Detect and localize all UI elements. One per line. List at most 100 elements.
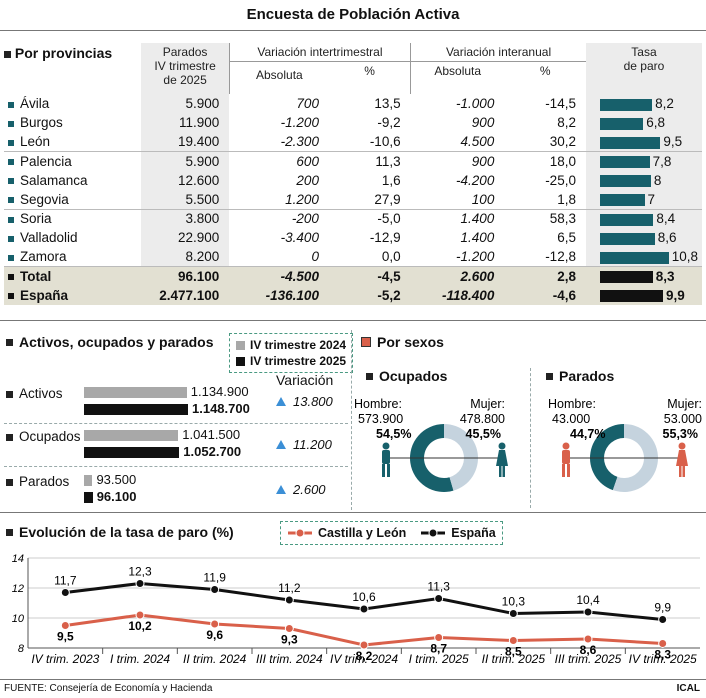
row-tasa: 8,6 [585,228,702,248]
data-point [60,588,70,597]
provincias-table: Por provincias Parados IV trimestre de 2… [4,43,702,306]
row-marker [8,197,14,204]
row-parados: 22.900 [141,228,230,248]
row-name: Burgos [4,113,141,132]
row-abs-t-text: 1.200 [285,191,319,207]
row-name: Palencia [4,151,142,171]
row-pct-a-text: 8,2 [557,115,576,131]
tasa-bar [599,290,663,303]
data-point [434,633,444,642]
data-point [284,595,294,605]
data-label: 10,4 [576,593,600,607]
activos-bar-v2024 [84,475,93,486]
row-pct-t: -5,2 [328,285,411,306]
activos-value-v2025: 1.148.700 [192,401,250,416]
province-row: León 19.400 -2.300 -10,6 4.500 30,2 9,5 [4,132,702,152]
mujer-label: Mujer: [470,397,505,411]
row-abs-a-text: -4.200 [456,172,495,188]
row-parados-text: 5.900 [185,153,220,169]
donut-slice-mujer [612,424,658,492]
tasa-label: 8,3 [655,269,675,285]
legend-item-espana: España [420,525,496,541]
activos-row-label: Ocupados [6,429,81,444]
row-name-text: España [20,287,69,303]
row-abs-a: 900 [410,151,505,171]
mujer-value: 478.800 [460,412,505,426]
woman-icon [498,442,506,450]
row-name-text: Ávila [20,96,50,112]
divider [351,330,352,510]
row-pct-a: 8,2 [504,113,586,132]
row-abs-a-text: -1.000 [456,96,495,112]
row-pct-a-text: -12,8 [545,249,576,265]
hombre-value: 43.000 [552,412,590,426]
x-tick-label: I trim. 2025 [409,652,469,666]
row-tasa: 8,2 [585,94,702,114]
row-abs-t: 200 [229,171,329,190]
total-row: España 2.477.100 -136.100 -5,2 -118.400 -4,6 9… [4,285,702,306]
row-tasa: 10,8 [585,247,702,267]
divider [4,466,348,467]
x-tick-label: III trim. 2025 [555,652,622,666]
row-parados-text: 3.800 [185,211,220,227]
row-pct-t-text: 27,9 [374,191,401,207]
row-marker [8,101,14,108]
row-pct-t: 11,3 [328,151,411,171]
row-pct-a-text: 18,0 [549,153,576,169]
hombre-value: 573.900 [358,412,403,426]
woman-icon [676,450,688,466]
activos-bar-v2024 [84,430,179,441]
row-pct-t: 1,6 [329,171,411,190]
activos-value-v2025: 1.052.700 [183,444,242,459]
evolucion-legend: Castilla y León España [280,521,503,545]
data-label: 8,5 [505,645,522,659]
header-var-anual: Variación interanual [410,43,586,62]
row-abs-t-text: 200 [296,172,319,188]
data-point [60,621,70,630]
row-pct-a-text: -14,5 [545,96,576,112]
row-name: Zamora [4,248,141,267]
row-abs-a: 900 [411,113,505,132]
row-pct-t-text: -9,2 [377,115,401,131]
data-point [508,636,518,645]
x-tick-label: IV trim. 2023 [31,652,99,666]
row-parados-text: 19.400 [177,134,220,150]
province-row: Palencia 5.900 600 11,3 900 18,0 7,8 [4,151,702,171]
province-row: Valladolid 22.900 -3.400 -12,9 1.400 6,5 8,6 [4,228,702,248]
row-abs-t: -1.200 [229,113,329,132]
man-icon [382,442,390,450]
row-name-text: Palencia [20,153,72,169]
header-var-inter: Variación intertrimestral [228,43,411,62]
mujer-label: Mujer: [667,397,702,411]
tasa-bar [599,175,651,188]
activos-bar-v2025 [84,404,188,415]
tasa-bar [599,117,644,130]
row-tasa: 8,3 [585,266,702,286]
data-label: 10,2 [128,619,152,633]
tasa-bar [599,194,645,207]
row-abs-t-text: -200 [291,211,319,227]
row-pct-a-text: 58,3 [549,211,576,227]
row-name: Salamanca [4,171,141,190]
data-point [583,634,593,644]
data-point [434,594,444,603]
tasa-label: 9,9 [665,287,685,303]
donut-slice-mujer [444,424,478,491]
row-abs-t-text: 700 [296,96,319,112]
row-abs-a: 2.600 [410,266,505,286]
row-pct-a-text: 30,2 [549,134,576,150]
province-row: Soria 3.800 -200 -5,0 1.400 58,3 8,4 [4,208,702,229]
line-chart: 8 10 12 14 IV trim. 2023 I trim. 2024 II trim.… [12,553,700,666]
divider [0,679,706,680]
row-pct-t: -10,6 [329,132,411,151]
divider [4,423,348,424]
row-parados: 5.900 [141,151,230,171]
data-label: 9,6 [206,628,223,642]
row-tasa: 7 [585,189,702,210]
x-tick-label: IV trim. 2025 [629,652,697,666]
tasa-label: 8,4 [656,211,676,227]
data-point [210,619,220,629]
row-marker [8,293,14,300]
row-abs-a-text: 2.600 [460,269,495,285]
row-marker [8,235,14,242]
